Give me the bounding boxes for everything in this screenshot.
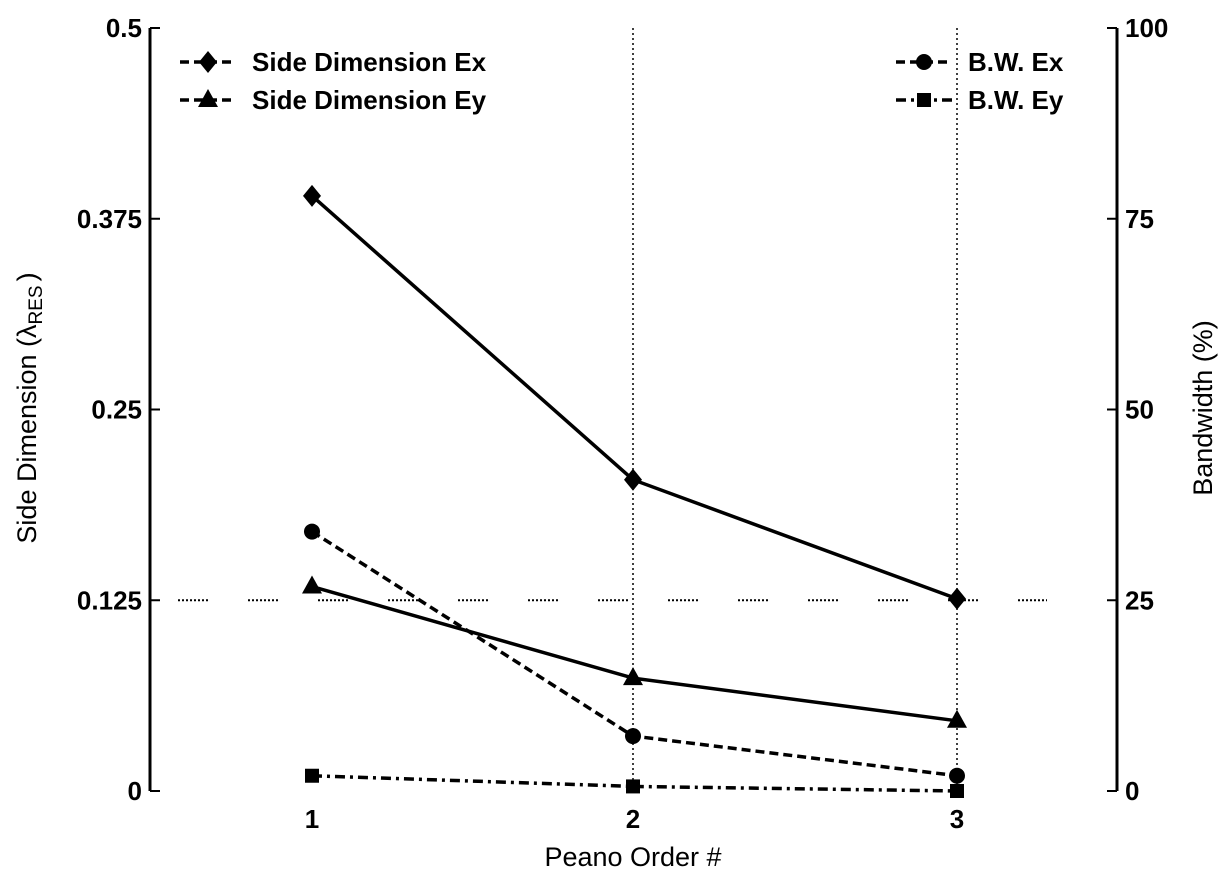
legend-marker xyxy=(916,54,932,70)
data-point-diamond xyxy=(303,184,321,207)
x-tick-label: 2 xyxy=(626,804,640,834)
legend-marker xyxy=(917,93,931,107)
left-tick-label: 0.5 xyxy=(106,13,142,43)
series-2 xyxy=(304,523,965,784)
legend-label: Side Dimension Ex xyxy=(252,47,487,77)
series-line xyxy=(311,773,958,793)
legend-label: B.W. Ex xyxy=(968,47,1064,77)
grid-lines xyxy=(178,28,1047,791)
left-tick-label: 0.125 xyxy=(77,585,142,615)
left-tick-label: 0.25 xyxy=(91,395,142,425)
data-point-triangle xyxy=(623,667,643,686)
series-1 xyxy=(302,575,967,728)
left-tick-label: 0 xyxy=(128,776,142,806)
series-3 xyxy=(305,768,964,798)
legend-entry: B.W. Ex xyxy=(896,47,1064,77)
data-point-circle xyxy=(625,728,641,745)
data-point-diamond xyxy=(624,468,642,491)
data-point-square xyxy=(305,768,319,783)
series-line xyxy=(310,194,958,601)
right-tick-label: 100 xyxy=(1125,13,1168,43)
legend-marker xyxy=(199,51,217,73)
right-y-ticks: 0 25 50 75 100 xyxy=(1107,13,1168,806)
legend-label: Side Dimension Ey xyxy=(252,85,487,115)
x-tick-label: 3 xyxy=(950,804,964,834)
series-layer xyxy=(302,184,967,798)
x-tick-label: 1 xyxy=(305,804,319,834)
x-ticks: 1 2 3 xyxy=(305,804,964,834)
legend-entry: Side Dimension Ex xyxy=(180,47,487,77)
left-y-ticks: 0 0.125 0.25 0.375 0.5 xyxy=(77,13,160,806)
right-tick-label: 75 xyxy=(1125,204,1154,234)
data-point-diamond xyxy=(948,587,966,610)
data-point-circle xyxy=(949,767,965,784)
data-point-circle xyxy=(304,523,320,540)
right-y-axis-label: Bandwidth (%) xyxy=(1188,320,1218,496)
data-point-triangle xyxy=(302,575,322,594)
right-tick-label: 0 xyxy=(1125,776,1139,806)
data-point-square xyxy=(626,779,640,794)
right-tick-label: 25 xyxy=(1125,585,1154,615)
x-axis-label: Peano Order # xyxy=(544,842,721,872)
left-tick-label: 0.375 xyxy=(77,204,142,234)
legend-marker xyxy=(198,89,218,107)
left-y-axis-label: Side Dimension (λRES) xyxy=(12,272,47,543)
series-0 xyxy=(303,184,966,610)
legend-label: B.W. Ey xyxy=(968,85,1064,115)
data-point-square xyxy=(950,784,964,798)
legend-entry: Side Dimension Ey xyxy=(180,85,487,115)
data-point-triangle xyxy=(947,709,967,728)
legend: Side Dimension Ex Side Dimension Ey B.W. E… xyxy=(180,47,1064,115)
right-tick-label: 50 xyxy=(1125,395,1154,425)
legend-entry: B.W. Ey xyxy=(896,85,1064,115)
series-line xyxy=(311,584,958,723)
